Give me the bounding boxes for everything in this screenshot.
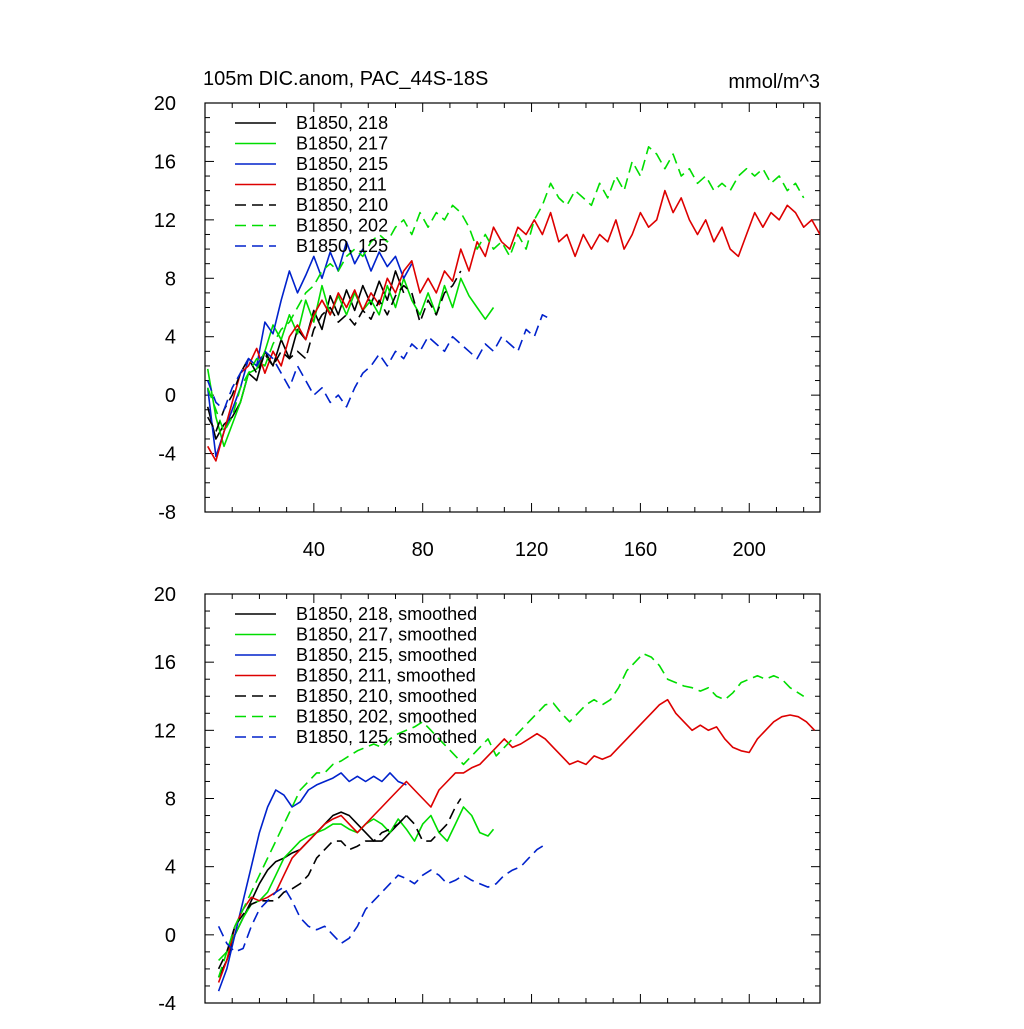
series-line	[217, 698, 816, 983]
series-line	[217, 798, 462, 970]
legend-label: B1850, 217	[296, 134, 388, 154]
y-tick-label: -8	[158, 502, 176, 524]
y-tick-label: 16	[154, 151, 176, 173]
legend-label: B1850, 211, smoothed	[296, 666, 476, 686]
top-panel: 105m DIC.anom, PAC_44S-18S mmol/m^3 -8 -4…	[154, 68, 821, 561]
x-tick-label: 40	[303, 539, 325, 561]
series-line	[217, 843, 546, 953]
series-line	[217, 652, 805, 978]
x-tick-label: 200	[733, 539, 766, 561]
y-tick-label: 16	[154, 652, 176, 674]
chart-units: mmol/m^3	[728, 71, 820, 93]
y-tick-label: 20	[154, 584, 176, 606]
series-line	[206, 241, 413, 458]
series-line	[206, 146, 805, 433]
y-tick-label: 8	[165, 268, 176, 290]
legend-label: B1850, 215, smoothed	[296, 645, 477, 665]
series-line	[207, 270, 462, 433]
legend-label: B1850, 125, smoothed	[296, 727, 477, 747]
y-tick-label: -4	[158, 444, 176, 466]
legend-label: B1850, 217, smoothed	[296, 625, 477, 645]
y-tick-label: -4	[158, 993, 176, 1015]
series-line	[206, 314, 551, 411]
legend-label: B1850, 125	[296, 236, 388, 256]
legend-label: B1850, 218	[296, 113, 388, 133]
y-tick-label: 8	[165, 789, 176, 811]
legend-label: B1850, 210	[296, 195, 388, 215]
x-tick-label: 120	[515, 539, 548, 561]
legend-label: B1850, 211	[296, 175, 387, 195]
x-tick-label: 80	[412, 539, 434, 561]
y-tick-label: 12	[154, 720, 176, 742]
legend-label: B1850, 218, smoothed	[296, 604, 477, 624]
series-line	[206, 270, 405, 440]
chart-title: 105m DIC.anom, PAC_44S-18S	[203, 68, 488, 90]
legend-label: B1850, 202	[296, 216, 388, 236]
y-tick-label: 20	[154, 93, 176, 115]
series-group	[217, 652, 816, 992]
series-group	[206, 146, 820, 462]
y-tick-label: 0	[165, 925, 176, 947]
y-tick-label: 0	[165, 385, 176, 407]
legend-label: B1850, 215	[296, 154, 388, 174]
series-line	[217, 772, 407, 992]
legend-label: B1850, 210, smoothed	[296, 686, 477, 706]
y-tick-label: 12	[154, 210, 176, 232]
series-line	[207, 189, 820, 462]
legend-label: B1850, 202, smoothed	[296, 707, 477, 727]
x-tick-label: 160	[624, 539, 657, 561]
y-tick-label: 4	[165, 327, 176, 349]
y-tick-label: 4	[165, 857, 176, 879]
